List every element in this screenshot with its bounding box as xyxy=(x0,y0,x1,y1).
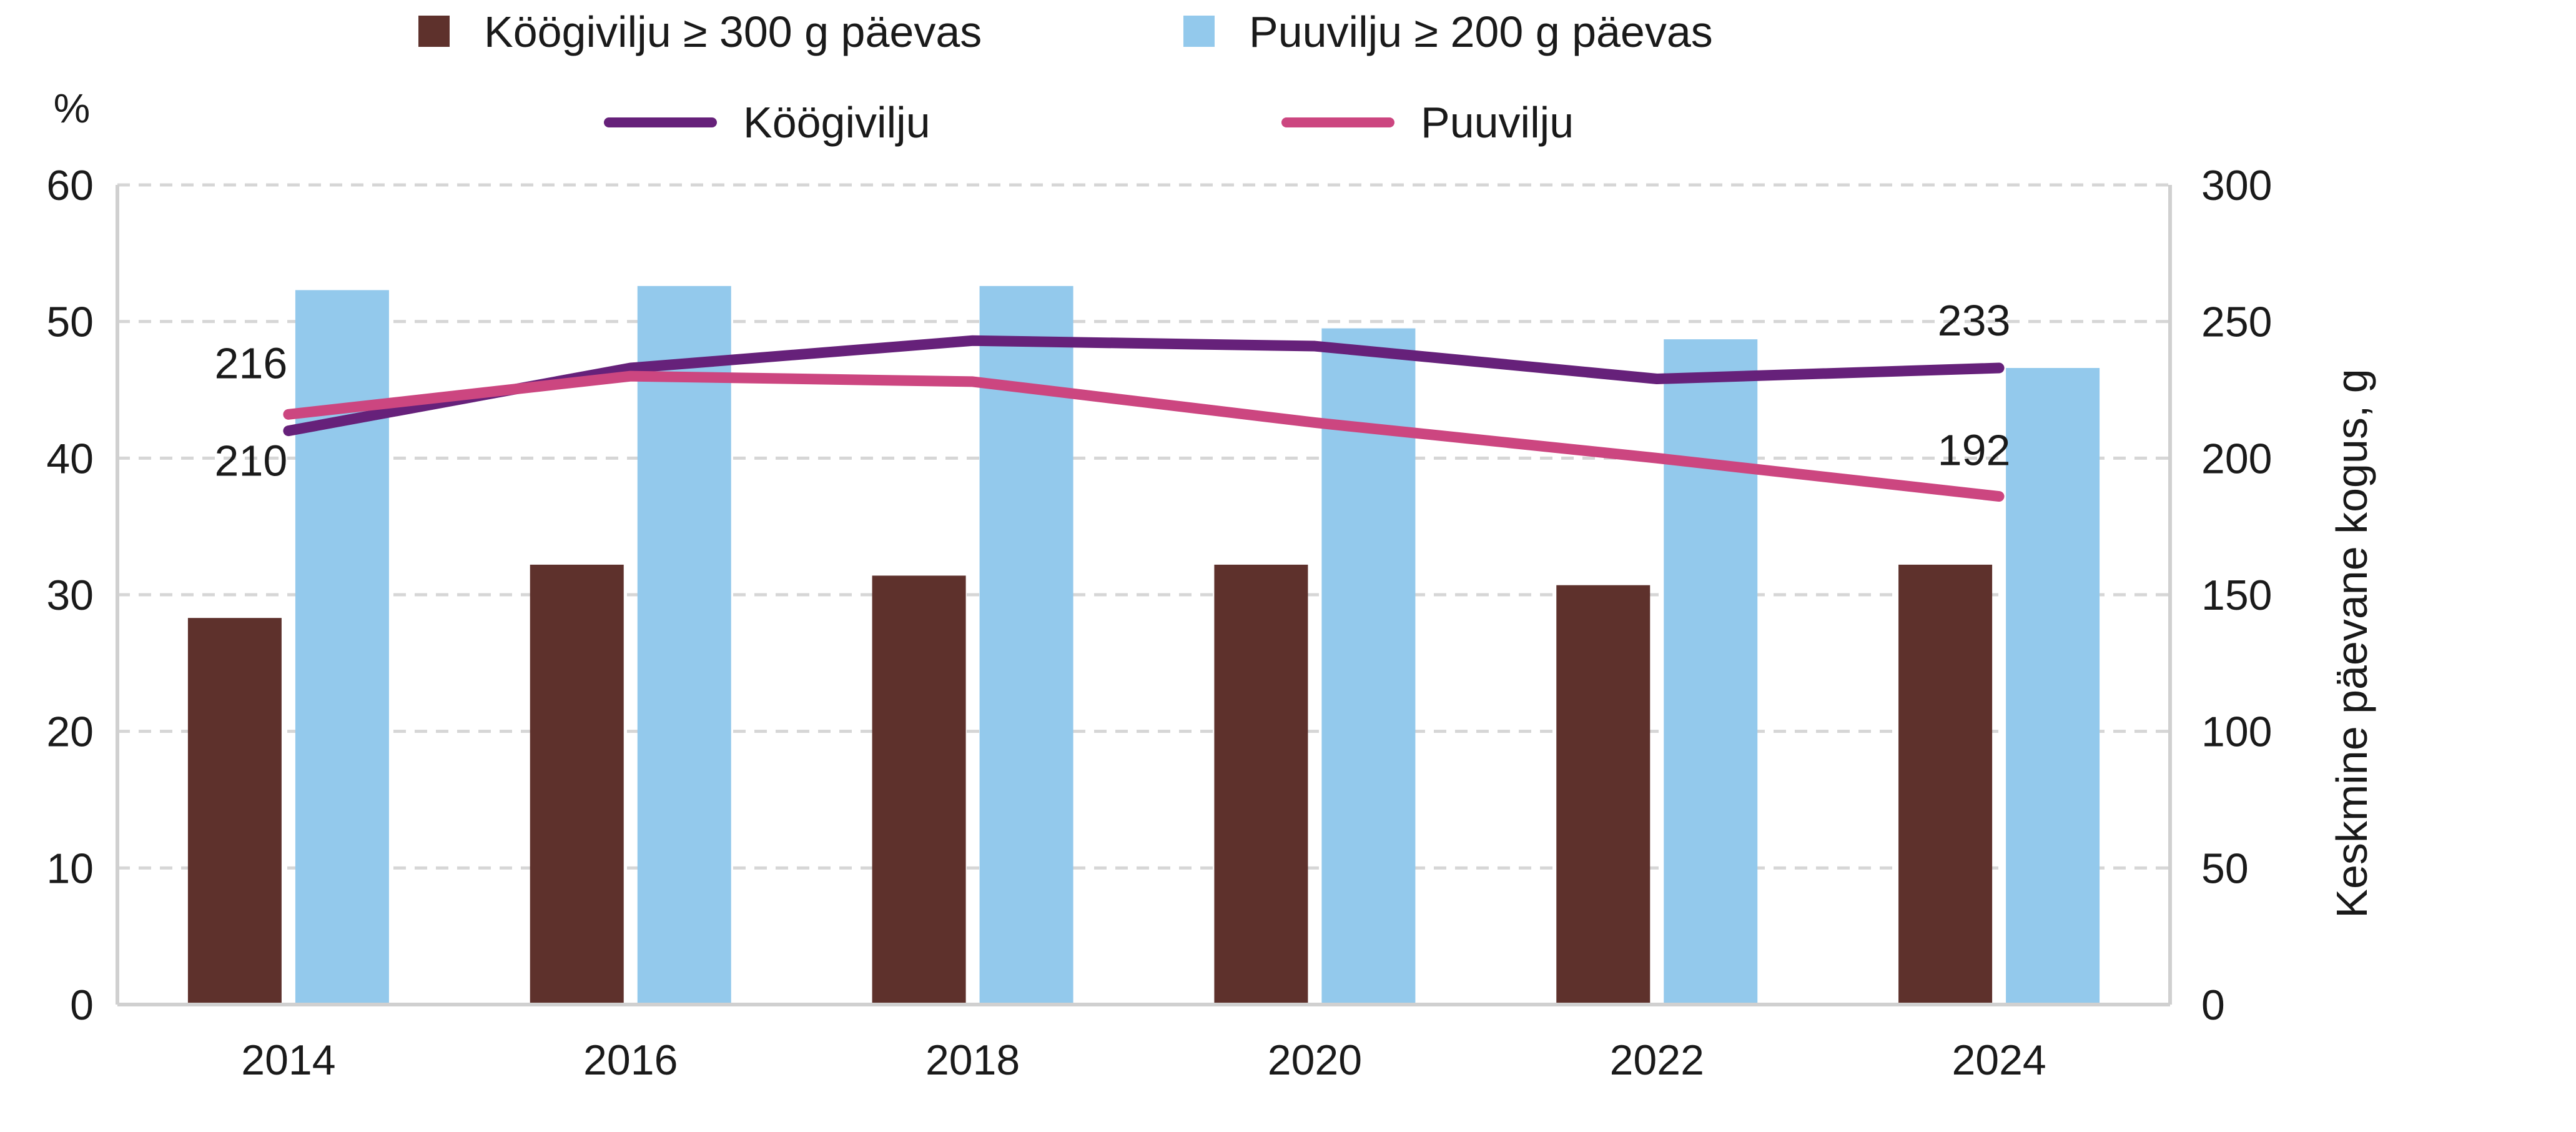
bar-koogivilju-2020 xyxy=(1214,564,1308,1005)
bar-puuvilju-2024 xyxy=(2006,368,2100,1005)
data-label: 192 xyxy=(1938,426,2011,475)
bar-koogivilju-2018 xyxy=(872,575,966,1005)
bar-puuvilju-2020 xyxy=(1321,328,1416,1005)
y-tick-label: 10 xyxy=(46,845,94,892)
lines xyxy=(283,335,2005,502)
y2-tick-label: 150 xyxy=(2201,572,2272,619)
legend: Köögivilju ≥ 300 g päevas Puuvilju ≥ 200 … xyxy=(418,7,1713,147)
x-tick-label: 2020 xyxy=(1268,1036,1362,1084)
y2-tick-label: 250 xyxy=(2201,299,2272,346)
bar-koogivilju-2024 xyxy=(1898,564,1993,1005)
y2-tick-label: 0 xyxy=(2201,981,2225,1029)
legend-label: Köögivilju xyxy=(743,98,930,147)
bar-puuvilju-2022 xyxy=(1664,339,1758,1005)
y-tick-label: 60 xyxy=(46,162,94,209)
legend-label: Köögivilju ≥ 300 g päevas xyxy=(484,7,982,56)
x-tick-label: 2024 xyxy=(1952,1036,2046,1084)
legend-swatch xyxy=(1183,16,1215,47)
bar-puuvilju-2014 xyxy=(295,290,389,1005)
y-tick-label: 30 xyxy=(46,572,94,619)
x-tick-label: 2016 xyxy=(583,1036,678,1084)
y-tick-label: 20 xyxy=(46,708,94,756)
x-tick-label: 2018 xyxy=(925,1036,1020,1084)
data-label: 233 xyxy=(1938,296,2011,345)
line-puuvilju xyxy=(283,370,2005,502)
y-tick-label: 40 xyxy=(46,435,94,482)
y2-tick-label: 50 xyxy=(2201,845,2249,892)
bar-koogivilju-2016 xyxy=(530,564,624,1005)
x-tick-label: 2014 xyxy=(241,1036,335,1084)
bar-koogivilju-2022 xyxy=(1556,585,1651,1005)
y2-tick-label: 300 xyxy=(2201,162,2272,209)
bar-puuvilju-2018 xyxy=(979,285,1073,1005)
legend-label: Puuvilju xyxy=(1421,98,1574,147)
y-tick-label: 50 xyxy=(46,299,94,346)
bar-puuvilju-2016 xyxy=(637,285,731,1005)
data-label: 210 xyxy=(215,437,288,485)
data-label: 216 xyxy=(215,339,288,387)
bars xyxy=(187,285,2100,1005)
y-axis-unit: % xyxy=(54,85,91,131)
labels: 216 210 233 192 xyxy=(215,296,2011,485)
y2-tick-label: 200 xyxy=(2201,435,2272,482)
x-tick-label: 2022 xyxy=(1610,1036,1704,1084)
legend-label: Puuvilju ≥ 200 g päevas xyxy=(1249,7,1713,56)
axes: 0 10 20 30 40 50 60 0 50 100 150 200 250 300 2014 2016 2… xyxy=(46,162,2272,1084)
bar-koogivilju-2014 xyxy=(187,618,282,1005)
y2-tick-label: 100 xyxy=(2201,708,2272,756)
right-axis-title: Keskmine päevane kogus, g xyxy=(2327,369,2376,918)
legend-swatch xyxy=(418,16,450,47)
gridlines xyxy=(117,183,2170,870)
y-tick-label: 0 xyxy=(70,981,94,1029)
